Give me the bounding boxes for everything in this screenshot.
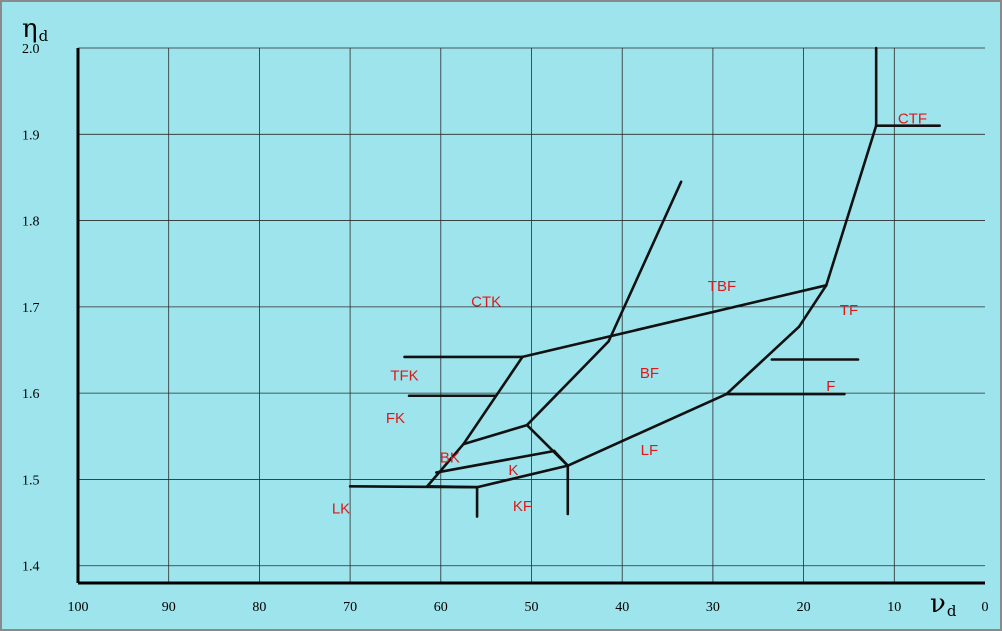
region-label-bk: BK xyxy=(440,450,460,467)
y-axis-label: ηd xyxy=(22,14,49,45)
boundary-line xyxy=(725,325,801,396)
x-tick-label: 40 xyxy=(615,600,629,615)
x-tick-label: 60 xyxy=(434,600,448,615)
region-label-tf: TF xyxy=(840,302,858,319)
y-tick-label: 1.7 xyxy=(22,301,40,316)
x-tick-label: 30 xyxy=(706,600,720,615)
x-axis-label: νd xyxy=(930,589,957,620)
axes xyxy=(76,48,985,585)
x-tick-label: 90 xyxy=(162,600,176,615)
grid xyxy=(78,47,985,583)
boundary-line xyxy=(525,340,610,427)
boundary-line xyxy=(552,449,570,467)
boundary-line xyxy=(475,464,570,489)
boundary-line xyxy=(797,283,828,329)
x-tick-labels: 100 90 80 70 60 50 40 30 20 10 0 xyxy=(68,600,989,615)
region-boundaries xyxy=(348,46,941,518)
x-tick-label: 20 xyxy=(797,600,811,615)
y-tick-label: 1.4 xyxy=(22,560,40,575)
y-tick-labels: 2.0 1.9 1.8 1.7 1.6 1.5 1.4 xyxy=(22,42,40,575)
boundary-line xyxy=(607,180,683,343)
boundary-line xyxy=(462,423,529,446)
boundary-line xyxy=(521,283,828,359)
x-tick-label: 70 xyxy=(343,600,357,615)
region-label-kf: KF xyxy=(513,498,532,515)
region-label-tbf: TBF xyxy=(708,278,736,295)
y-tick-label: 1.5 xyxy=(22,473,40,488)
x-tick-label: 80 xyxy=(252,600,266,615)
boundary-line xyxy=(566,392,728,467)
region-labels: CTF TBF TF CTK TFK BF F FK BK K LF LK KF xyxy=(332,111,927,518)
region-label-fk: FK xyxy=(386,410,405,427)
boundary-line xyxy=(434,449,556,474)
region-label-tfk: TFK xyxy=(390,368,418,385)
boundary-line xyxy=(462,355,524,446)
x-tick-label: 100 xyxy=(68,600,89,615)
region-label-k: K xyxy=(508,462,518,479)
region-label-f: F xyxy=(826,378,835,395)
region-label-lk: LK xyxy=(332,501,350,518)
region-label-ctf: CTF xyxy=(898,111,927,128)
y-tick-label: 1.6 xyxy=(22,387,40,402)
y-tick-label: 1.8 xyxy=(22,215,40,230)
x-tick-label: 10 xyxy=(887,600,901,615)
boundary-line xyxy=(824,124,878,287)
region-label-lf: LF xyxy=(641,442,659,459)
region-label-bf: BF xyxy=(640,365,659,382)
y-tick-label: 2.0 xyxy=(22,42,40,57)
region-label-ctk: CTK xyxy=(471,294,501,311)
x-tick-label: 50 xyxy=(525,600,539,615)
x-tick-label: 0 xyxy=(982,600,989,615)
boundary-line xyxy=(348,485,479,489)
y-tick-label: 1.9 xyxy=(22,128,40,143)
boundary-line xyxy=(425,442,465,488)
